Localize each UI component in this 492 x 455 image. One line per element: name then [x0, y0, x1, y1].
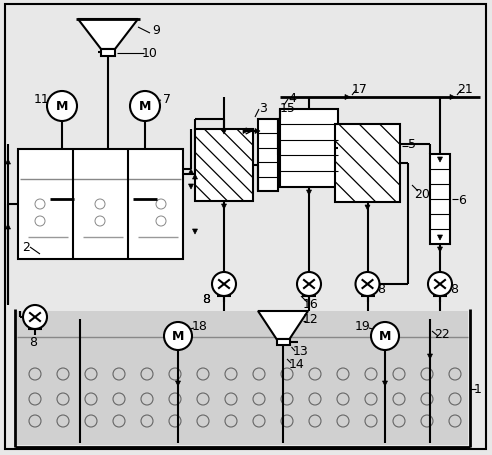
Polygon shape: [258, 311, 308, 339]
Text: 4: 4: [288, 91, 296, 104]
Polygon shape: [192, 175, 197, 180]
Text: 19: 19: [355, 320, 371, 333]
Bar: [430, 155, 450, 244]
Polygon shape: [450, 95, 455, 100]
Bar: [101, 50, 115, 57]
Circle shape: [356, 273, 379, 296]
Text: 15: 15: [280, 101, 296, 114]
Text: 12: 12: [303, 313, 319, 326]
Text: 14: 14: [289, 358, 305, 371]
Bar: [17, 311, 468, 445]
Text: M: M: [379, 330, 391, 343]
Polygon shape: [176, 381, 181, 386]
Circle shape: [371, 322, 399, 350]
Polygon shape: [255, 129, 260, 134]
Text: 10: 10: [142, 46, 158, 59]
Text: M: M: [56, 100, 68, 113]
Text: 9: 9: [152, 24, 160, 36]
Polygon shape: [221, 130, 226, 135]
Text: 8: 8: [29, 336, 37, 349]
Polygon shape: [345, 95, 350, 100]
Bar: [280, 110, 338, 187]
Text: M: M: [139, 100, 151, 113]
Polygon shape: [188, 185, 193, 190]
Text: 8: 8: [202, 293, 210, 306]
Polygon shape: [5, 160, 10, 165]
Text: 6: 6: [458, 193, 466, 206]
Polygon shape: [243, 129, 248, 134]
Polygon shape: [192, 229, 197, 234]
Bar: [195, 130, 253, 202]
Text: 3: 3: [259, 101, 267, 114]
Text: 2: 2: [22, 241, 30, 254]
Text: 8: 8: [377, 283, 386, 296]
Text: 8: 8: [450, 283, 458, 296]
Circle shape: [47, 92, 77, 122]
Text: 21: 21: [457, 82, 473, 95]
Circle shape: [23, 305, 47, 329]
Text: 22: 22: [434, 328, 450, 341]
Polygon shape: [382, 381, 388, 386]
Polygon shape: [78, 20, 138, 50]
Polygon shape: [221, 205, 226, 210]
Polygon shape: [365, 206, 370, 211]
Polygon shape: [437, 157, 442, 162]
Polygon shape: [188, 170, 193, 175]
Circle shape: [428, 273, 452, 296]
Bar: [258, 120, 278, 192]
Circle shape: [297, 273, 321, 296]
Polygon shape: [307, 191, 311, 196]
Text: 7: 7: [163, 92, 171, 105]
Text: 8: 8: [202, 293, 210, 306]
Text: 18: 18: [192, 320, 208, 333]
Bar: [18, 150, 183, 259]
Bar: [335, 125, 400, 202]
Text: 13: 13: [293, 345, 309, 358]
Bar: [277, 339, 289, 345]
Text: 17: 17: [352, 82, 368, 95]
Text: 20: 20: [414, 187, 430, 200]
Text: 5: 5: [408, 138, 416, 151]
Circle shape: [164, 322, 192, 350]
Circle shape: [130, 92, 160, 122]
Polygon shape: [437, 236, 442, 241]
Polygon shape: [428, 354, 432, 359]
Text: M: M: [172, 330, 184, 343]
Text: 1: 1: [474, 383, 482, 396]
Text: 11: 11: [34, 92, 50, 105]
Bar: [20, 180, 181, 258]
Circle shape: [212, 273, 236, 296]
Polygon shape: [437, 248, 442, 253]
Text: 16: 16: [303, 298, 319, 311]
Polygon shape: [5, 224, 10, 229]
